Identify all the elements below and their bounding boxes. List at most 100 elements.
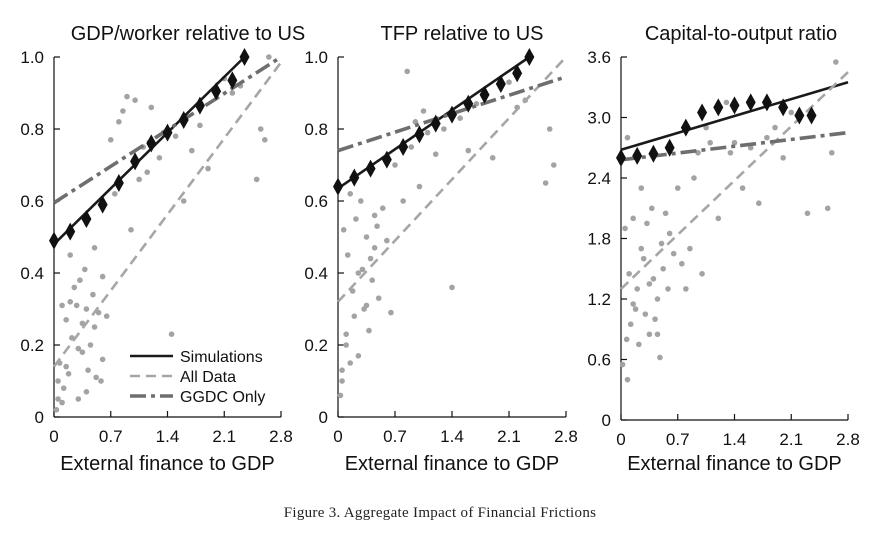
data-point xyxy=(107,137,114,143)
legend-label: Simulations xyxy=(180,349,263,366)
simulation-marker xyxy=(697,103,708,122)
fit-line-simulations xyxy=(620,80,849,152)
data-point xyxy=(638,245,645,252)
data-point xyxy=(95,309,102,316)
data-point xyxy=(691,175,697,181)
simulation-marker xyxy=(113,174,124,192)
data-point xyxy=(371,212,378,219)
data-point xyxy=(731,139,738,146)
data-point xyxy=(369,277,376,284)
data-point xyxy=(646,281,653,287)
data-point xyxy=(132,97,138,103)
data-point xyxy=(622,225,628,232)
data-point xyxy=(347,191,354,197)
data-point xyxy=(489,155,496,161)
data-point xyxy=(506,79,512,85)
data-point xyxy=(261,137,268,143)
data-point xyxy=(687,245,693,252)
data-point xyxy=(699,270,705,277)
data-point xyxy=(638,185,645,191)
fit-line-ggdc-only xyxy=(337,75,567,153)
y-tick-label: 0 xyxy=(602,411,611,430)
simulation-marker xyxy=(680,118,691,137)
data-point xyxy=(266,54,272,60)
data-point xyxy=(679,260,685,267)
data-point xyxy=(546,126,553,132)
data-point xyxy=(424,129,431,136)
data-point xyxy=(99,273,106,280)
data-point xyxy=(75,345,82,352)
legend-label: All Data xyxy=(180,369,236,386)
data-point xyxy=(144,169,151,175)
data-point xyxy=(340,227,347,233)
data-point xyxy=(83,389,90,395)
data-point xyxy=(420,108,427,114)
x-tick-label: 1.4 xyxy=(156,427,180,446)
data-point xyxy=(833,59,839,65)
data-point xyxy=(77,277,83,284)
data-point xyxy=(73,302,80,309)
y-tick-label: 0 xyxy=(35,408,44,427)
data-point xyxy=(55,378,61,384)
data-point xyxy=(343,342,349,348)
data-point xyxy=(695,149,701,156)
data-point xyxy=(646,331,653,338)
data-point xyxy=(355,270,362,276)
simulation-marker xyxy=(146,134,157,153)
simulation-marker xyxy=(778,98,789,117)
data-point xyxy=(205,165,211,172)
simulation-marker xyxy=(211,82,222,101)
data-point xyxy=(337,392,344,399)
simulation-marker xyxy=(365,159,376,178)
simulation-marker xyxy=(130,152,141,171)
data-point xyxy=(632,306,639,312)
data-point xyxy=(654,296,661,302)
simulation-marker xyxy=(81,210,92,228)
data-point xyxy=(384,237,390,244)
data-point xyxy=(707,139,713,146)
data-point xyxy=(404,68,411,75)
data-point xyxy=(53,407,60,413)
data-point xyxy=(630,301,636,307)
data-point xyxy=(229,90,236,96)
data-point xyxy=(189,147,195,154)
simulation-marker xyxy=(713,98,724,117)
data-point xyxy=(366,327,372,334)
data-point xyxy=(388,309,394,316)
x-tick-label: 0 xyxy=(616,430,625,449)
data-point xyxy=(650,276,657,282)
data-point xyxy=(112,191,118,197)
data-point xyxy=(780,155,786,161)
data-point xyxy=(441,126,447,132)
x-tick-label: 2.8 xyxy=(269,427,293,446)
data-point xyxy=(253,176,260,183)
data-point xyxy=(657,354,663,361)
data-point xyxy=(63,317,69,323)
chart-title: Capital-to-output ratio xyxy=(645,23,837,45)
simulation-marker xyxy=(806,106,817,125)
simulation-marker xyxy=(97,195,108,214)
simulation-marker xyxy=(479,85,490,104)
data-point xyxy=(804,210,811,217)
data-point xyxy=(79,349,86,356)
data-point xyxy=(90,291,96,298)
data-point xyxy=(788,109,795,116)
chart-panel-3: Capital-to-output ratio 0 0.6 1.2 1.8 2.4 3.0 3… xyxy=(587,23,859,475)
y-tick-label: 1.0 xyxy=(304,48,328,67)
data-point xyxy=(654,331,661,338)
data-point xyxy=(91,324,98,330)
data-point xyxy=(652,316,658,322)
x-axis-label: External finance to GDP xyxy=(627,453,842,475)
data-point xyxy=(358,198,364,204)
data-point xyxy=(739,185,746,191)
data-point xyxy=(412,119,419,125)
data-point xyxy=(67,299,74,305)
x-tick-label: 0 xyxy=(333,427,342,446)
data-point xyxy=(197,122,203,129)
data-point xyxy=(91,245,98,251)
data-point xyxy=(85,367,91,374)
data-point xyxy=(400,198,406,204)
data-point xyxy=(172,133,179,139)
y-tick-label: 0.8 xyxy=(304,120,328,139)
